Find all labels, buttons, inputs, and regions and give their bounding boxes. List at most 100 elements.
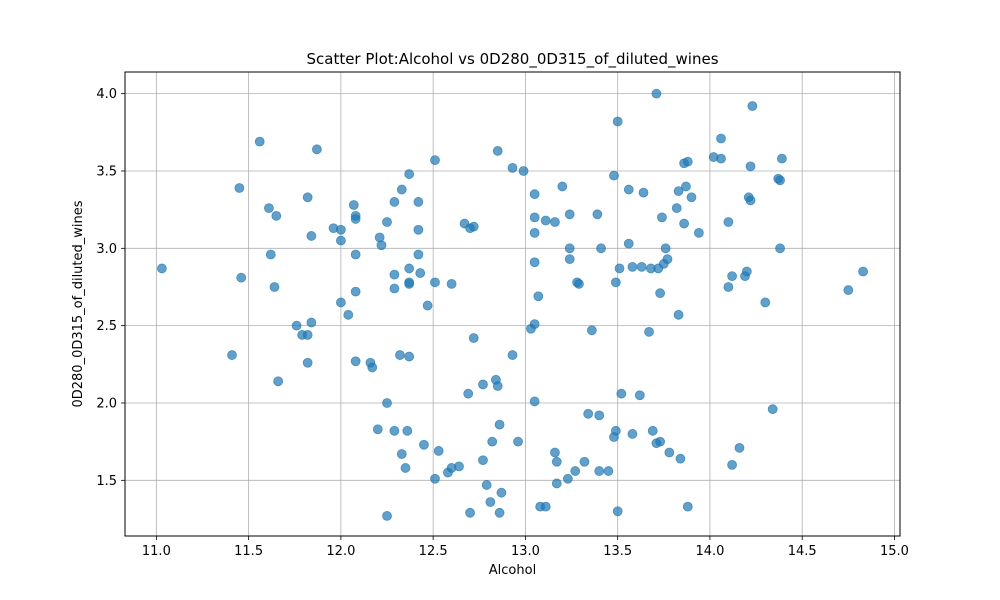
data-point	[335, 224, 346, 235]
y-axis-ticks: 1.5 2.0 2.5 3.0 3.5 4.0	[96, 87, 125, 489]
data-point	[389, 425, 400, 436]
data-point	[550, 217, 560, 227]
data-point	[335, 235, 346, 246]
data-point	[529, 189, 540, 200]
data-point	[415, 268, 426, 278]
data-point	[529, 257, 540, 268]
x-tick-label: 14.5	[788, 544, 817, 559]
data-point	[716, 133, 726, 144]
x-tick-label: 12.5	[419, 544, 448, 559]
data-point	[404, 278, 415, 289]
data-point	[507, 162, 518, 173]
data-point	[671, 203, 682, 214]
data-point	[614, 263, 625, 274]
data-point	[557, 181, 568, 192]
data-point	[682, 156, 693, 167]
data-point	[343, 309, 354, 320]
data-point	[433, 446, 444, 456]
data-point	[657, 212, 667, 223]
data-point	[382, 398, 392, 408]
data-point	[389, 283, 400, 294]
data-point	[723, 282, 734, 292]
data-point	[413, 249, 424, 260]
data-point	[402, 425, 413, 436]
x-axis-label: Alcohol	[489, 563, 536, 578]
data-point	[404, 263, 415, 274]
data-point	[673, 186, 684, 196]
data-point	[468, 221, 479, 232]
data-point	[265, 249, 276, 260]
data-point	[579, 456, 590, 467]
data-point	[662, 254, 673, 265]
data-point	[636, 261, 647, 272]
data-point	[594, 410, 605, 421]
data-point	[350, 214, 361, 224]
data-point	[638, 187, 649, 198]
y-tick-label: 4.0	[96, 87, 117, 102]
data-point	[376, 240, 387, 251]
data-point	[660, 243, 671, 254]
data-point	[422, 300, 433, 311]
x-tick-label: 14.0	[695, 544, 724, 559]
data-point	[350, 356, 361, 367]
data-point	[623, 184, 634, 195]
data-point	[335, 297, 346, 308]
data-point	[404, 169, 415, 179]
data-point	[157, 263, 167, 274]
data-point	[550, 447, 560, 458]
data-point	[655, 288, 666, 299]
x-tick-label: 11.0	[142, 544, 171, 559]
data-point	[454, 461, 464, 472]
data-point	[564, 254, 575, 265]
data-point	[529, 212, 540, 223]
data-point	[533, 291, 544, 302]
data-point	[551, 478, 562, 489]
data-point	[681, 181, 691, 192]
data-point	[644, 326, 654, 337]
data-point	[306, 317, 317, 328]
data-point	[478, 455, 488, 466]
data-point	[430, 473, 440, 484]
x-tick-label: 15.0	[880, 544, 909, 559]
data-point	[312, 144, 322, 155]
data-point	[413, 197, 424, 207]
data-point	[430, 277, 440, 288]
data-point	[843, 285, 854, 295]
data-point	[302, 357, 313, 368]
data-point	[389, 269, 400, 280]
data-point	[395, 350, 405, 360]
data-point	[603, 466, 614, 476]
data-point	[745, 195, 756, 206]
data-point	[540, 215, 551, 226]
y-axis-label: 0D280_0D315_of_diluted_wines	[71, 200, 86, 407]
data-point	[570, 466, 581, 476]
data-point	[518, 166, 529, 176]
data-point	[350, 286, 361, 297]
x-axis-ticks: 11.0 11.5 12.0 12.5 13.0 13.5 14.0 14.5 15.0	[142, 536, 909, 559]
data-point	[234, 183, 245, 193]
y-tick-label: 3.5	[96, 164, 117, 179]
data-point	[389, 197, 400, 207]
data-point	[540, 501, 551, 512]
data-point	[727, 271, 737, 282]
data-point	[463, 388, 474, 399]
y-tick-label: 2.0	[96, 396, 117, 411]
data-point	[609, 170, 619, 181]
data-point	[592, 209, 603, 220]
data-point	[372, 424, 383, 435]
data-point	[594, 466, 605, 476]
data-point	[775, 175, 785, 186]
data-point	[693, 227, 704, 238]
data-point	[596, 243, 606, 254]
data-point	[513, 436, 523, 447]
data-point	[747, 101, 758, 111]
data-point	[348, 200, 359, 210]
data-point	[686, 192, 697, 203]
data-point	[741, 266, 752, 277]
data-point	[404, 351, 415, 362]
data-point	[675, 453, 686, 464]
data-point	[564, 243, 575, 254]
data-point	[655, 436, 666, 447]
data-point	[382, 510, 392, 521]
